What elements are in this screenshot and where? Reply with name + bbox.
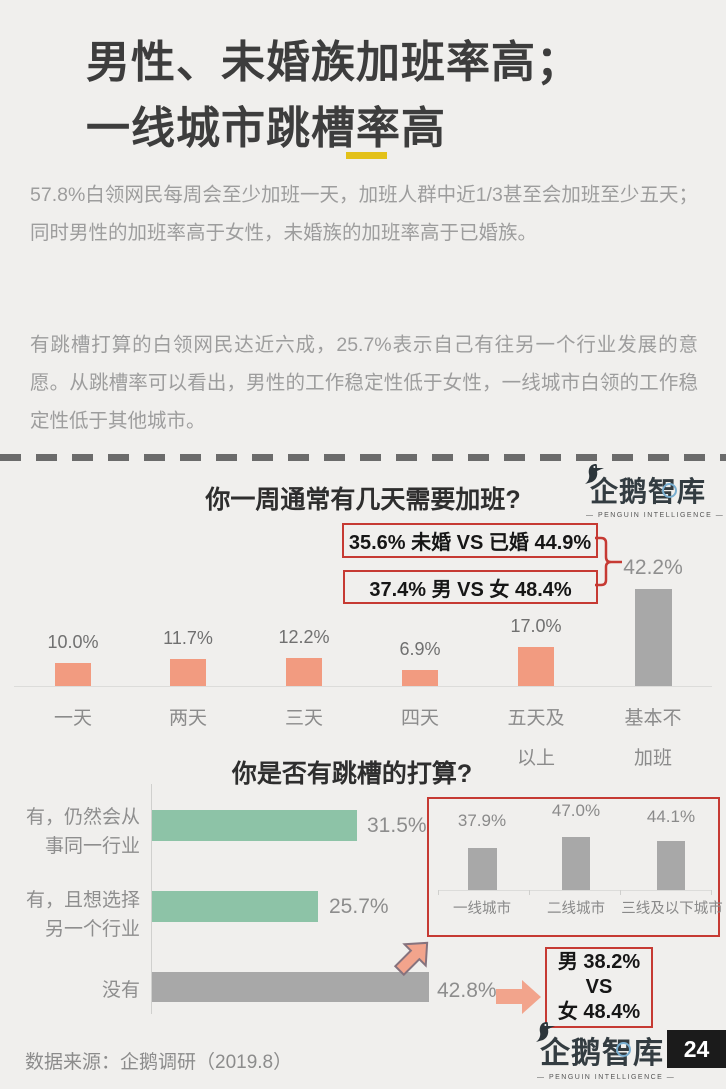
bar-1day bbox=[55, 663, 91, 686]
category-no-overtime: 基本不 加班 bbox=[624, 708, 682, 769]
jobhop-chart-title: 你是否有跳槽的打算? bbox=[231, 760, 473, 788]
overtime-chart-title: 你一周通常有几天需要加班? bbox=[205, 486, 521, 514]
bar-value-1day: 10.0% bbox=[47, 632, 99, 652]
city-bar-tier3 bbox=[657, 841, 685, 890]
jobhop-value-other-industry: 25.7% bbox=[329, 895, 389, 918]
category-4days: 四天 bbox=[400, 708, 439, 729]
page-title-line1: 男性、未婚族加班率高； bbox=[86, 38, 581, 87]
jobhop-label-same-industry: 有，仍然会从 事同一行业 bbox=[25, 807, 140, 857]
arrow-up-right-icon bbox=[393, 941, 429, 977]
penguin-icon bbox=[585, 464, 604, 484]
city-label-tier3: 三线及以下城市 bbox=[621, 901, 723, 917]
gender-comparison-callout: 37.4% 男 VS 女 48.4% bbox=[343, 570, 598, 604]
bar-value-5days: 17.0% bbox=[510, 616, 562, 636]
category-5days: 五天及 以上 bbox=[507, 708, 565, 769]
jobhop-bar-same-industry bbox=[152, 810, 357, 841]
bar-value-3days: 12.2% bbox=[278, 627, 330, 647]
bar-value-2days: 11.7% bbox=[163, 628, 213, 648]
dashed-divider bbox=[0, 454, 726, 461]
logo-text: 企鹅智库 bbox=[589, 476, 706, 507]
city-value-tier3: 44.1% bbox=[646, 807, 696, 826]
city-label-tier2: 二线城市 bbox=[547, 901, 605, 917]
jobhop-gender-callout: 男 38.2% VS 女 48.4% bbox=[545, 947, 653, 1028]
marriage-comparison-callout: 35.6% 未婚 VS 已婚 44.9% bbox=[342, 523, 598, 558]
bar-no-overtime bbox=[635, 589, 672, 686]
bar-2days bbox=[170, 659, 206, 686]
logo-circle-accent bbox=[662, 483, 677, 498]
jobhop-label-other-industry: 有，且想选择 另一个行业 bbox=[25, 890, 140, 940]
logo-circle-accent bbox=[616, 1042, 631, 1057]
jobhop-bar-other-industry bbox=[152, 891, 318, 922]
bar-value-4days: 6.9% bbox=[399, 639, 441, 659]
bar-value-no-overtime: 42.2% bbox=[623, 556, 683, 579]
category-3days: 三天 bbox=[284, 708, 323, 729]
arrow-right-icon bbox=[496, 980, 541, 1014]
penguin-intelligence-logo-footer: 企鹅智库 — PENGUIN INTELLIGENCE — bbox=[537, 1028, 676, 1081]
jobhop-label-no: 没有 bbox=[101, 980, 140, 1001]
city-value-tier2: 47.0% bbox=[551, 801, 601, 820]
gender-callout-female: 女 48.4% bbox=[557, 1001, 641, 1023]
bar-5days bbox=[518, 647, 554, 686]
jobhop-value-same-industry: 31.5% bbox=[367, 814, 427, 837]
jobhop-value-no: 42.8% bbox=[437, 979, 497, 1002]
jobhop-axis bbox=[151, 784, 152, 1014]
city-axis-tick bbox=[620, 890, 621, 895]
page-title-line2: 一线城市跳槽率高 bbox=[86, 104, 446, 153]
intro-paragraph-2: 有跳槽打算的白领网民达近六成，25.7%表示自己有往另一个行业发展的意愿。从跳槽… bbox=[30, 334, 698, 432]
penguin-icon bbox=[536, 1022, 555, 1042]
penguin-intelligence-logo: 企鹅智库 — PENGUIN INTELLIGENCE — bbox=[586, 470, 725, 519]
logo-subtitle: — PENGUIN INTELLIGENCE — bbox=[537, 1074, 676, 1081]
yellow-underline bbox=[346, 152, 387, 159]
city-chart-box bbox=[427, 797, 720, 937]
intro-paragraph-1: 57.8%白领网民每周会至少加班一天，加班人群中近1/3甚至会加班至少五天；同时… bbox=[30, 184, 698, 244]
data-source: 数据来源：企鹅调研（2019.8） bbox=[25, 1052, 293, 1073]
jobhop-bar-no bbox=[152, 972, 429, 1002]
category-2days: 两天 bbox=[168, 708, 207, 729]
logo-subtitle: — PENGUIN INTELLIGENCE — bbox=[586, 512, 725, 519]
gender-callout-vs: VS bbox=[585, 976, 613, 998]
city-value-tier1: 37.9% bbox=[457, 811, 507, 830]
city-axis-tick bbox=[438, 890, 439, 895]
city-label-tier1: 一线城市 bbox=[453, 901, 511, 917]
category-1day: 一天 bbox=[53, 708, 92, 729]
logo-text: 企鹅智库 bbox=[540, 1037, 664, 1070]
overtime-chart-baseline bbox=[14, 686, 712, 687]
city-bar-tier1 bbox=[468, 848, 497, 890]
page-number-badge: 24 bbox=[667, 1030, 726, 1068]
gender-callout-male: 男 38.2% bbox=[557, 951, 641, 973]
brace-connector-icon bbox=[595, 536, 622, 587]
city-bar-tier2 bbox=[562, 837, 590, 890]
city-chart-baseline bbox=[438, 890, 712, 891]
city-axis-tick bbox=[529, 890, 530, 895]
bar-3days bbox=[286, 658, 322, 686]
bar-4days bbox=[402, 670, 438, 686]
city-axis-tick bbox=[711, 890, 712, 895]
